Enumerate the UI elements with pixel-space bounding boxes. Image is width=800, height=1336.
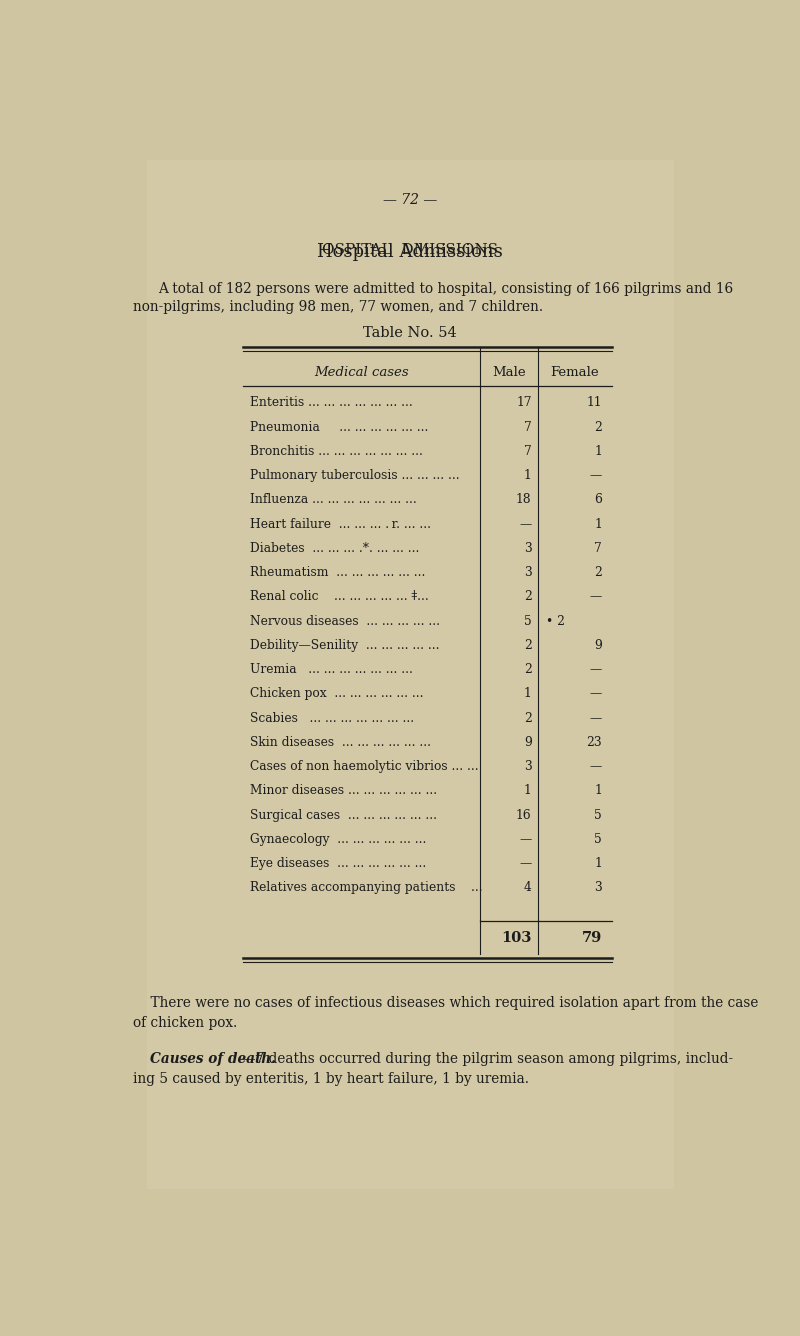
Text: 1: 1 [524, 469, 532, 482]
Text: —: — [590, 760, 602, 774]
Text: 1: 1 [524, 688, 532, 700]
Text: —: — [590, 663, 602, 676]
Text: Gynaecology  ... ... ... ... ... ...: Gynaecology ... ... ... ... ... ... [250, 832, 426, 846]
Text: 1: 1 [594, 784, 602, 798]
Text: 2: 2 [524, 663, 532, 676]
Text: 2: 2 [524, 712, 532, 724]
Text: Influenza ... ... ... ... ... ... ...: Influenza ... ... ... ... ... ... ... [250, 493, 416, 506]
Text: 7: 7 [524, 445, 532, 458]
Text: 7: 7 [594, 542, 602, 554]
Text: Chicken pox  ... ... ... ... ... ...: Chicken pox ... ... ... ... ... ... [250, 688, 423, 700]
Text: 2: 2 [594, 566, 602, 578]
Text: —: — [590, 591, 602, 604]
Text: 3: 3 [524, 566, 532, 578]
Text: Medical cases: Medical cases [314, 366, 409, 378]
Text: —: — [519, 832, 532, 846]
Text: Nervous diseases  ... ... ... ... ...: Nervous diseases ... ... ... ... ... [250, 615, 439, 628]
Text: of chicken pox.: of chicken pox. [133, 1017, 237, 1030]
Text: 1: 1 [594, 445, 602, 458]
Text: 5: 5 [524, 615, 532, 628]
Text: 1: 1 [524, 784, 532, 798]
Text: 16: 16 [516, 808, 532, 822]
Text: 9: 9 [524, 736, 532, 749]
Text: — 72 —: — 72 — [383, 192, 437, 207]
Text: 3: 3 [524, 760, 532, 774]
Text: Surgical cases  ... ... ... ... ... ...: Surgical cases ... ... ... ... ... ... [250, 808, 437, 822]
Text: Enteritis ... ... ... ... ... ... ...: Enteritis ... ... ... ... ... ... ... [250, 397, 412, 409]
Text: Minor diseases ... ... ... ... ... ...: Minor diseases ... ... ... ... ... ... [250, 784, 437, 798]
Text: 18: 18 [516, 493, 532, 506]
Text: Scabies   ... ... ... ... ... ... ...: Scabies ... ... ... ... ... ... ... [250, 712, 414, 724]
Text: Male: Male [492, 366, 526, 378]
Text: Renal colic    ... ... ... ... ... ǂ...: Renal colic ... ... ... ... ... ǂ... [250, 591, 428, 604]
Text: Bronchitis ... ... ... ... ... ... ...: Bronchitis ... ... ... ... ... ... ... [250, 445, 422, 458]
Text: 5: 5 [594, 832, 602, 846]
Text: 7: 7 [524, 421, 532, 434]
Text: 3: 3 [524, 542, 532, 554]
Text: OSPITAL  DMISSIONS: OSPITAL DMISSIONS [322, 243, 498, 258]
Text: 11: 11 [586, 397, 602, 409]
Text: Debility—Senility  ... ... ... ... ...: Debility—Senility ... ... ... ... ... [250, 639, 439, 652]
Text: 5: 5 [594, 808, 602, 822]
Bar [146, 160, 674, 1189]
Text: —: — [519, 517, 532, 530]
Text: Pneumonia     ... ... ... ... ... ...: Pneumonia ... ... ... ... ... ... [250, 421, 428, 434]
Text: Female: Female [550, 366, 599, 378]
Text: A total of 182 persons were admitted to hospital, consisting of 166 pilgrims and: A total of 182 persons were admitted to … [158, 282, 734, 297]
Text: 2: 2 [524, 591, 532, 604]
Text: —: — [590, 712, 602, 724]
Text: 2: 2 [524, 639, 532, 652]
Text: Heart failure  ... ... ... . r. ... ...: Heart failure ... ... ... . r. ... ... [250, 517, 430, 530]
Text: 4: 4 [524, 882, 532, 895]
Text: 23: 23 [586, 736, 602, 749]
Text: Uremia   ... ... ... ... ... ... ...: Uremia ... ... ... ... ... ... ... [250, 663, 413, 676]
Text: non-pilgrims, including 98 men, 77 women, and 7 children.: non-pilgrims, including 98 men, 77 women… [133, 301, 542, 314]
Text: Eye diseases  ... ... ... ... ... ...: Eye diseases ... ... ... ... ... ... [250, 858, 426, 870]
Text: 1: 1 [594, 858, 602, 870]
Text: 3: 3 [594, 882, 602, 895]
Text: • 2: • 2 [546, 615, 565, 628]
Text: 2: 2 [594, 421, 602, 434]
Text: —: — [590, 688, 602, 700]
Text: Hospital Admissions: Hospital Admissions [317, 243, 503, 262]
Text: 9: 9 [594, 639, 602, 652]
Text: 6: 6 [594, 493, 602, 506]
Text: Diabetes  ... ... ... .*. ... ... ...: Diabetes ... ... ... .*. ... ... ... [250, 542, 419, 554]
Text: Skin diseases  ... ... ... ... ... ...: Skin diseases ... ... ... ... ... ... [250, 736, 430, 749]
Text: Table No. 54: Table No. 54 [363, 326, 457, 339]
Text: 79: 79 [582, 931, 602, 946]
Text: Cases of non haemolytic vibrios ... ...: Cases of non haemolytic vibrios ... ... [250, 760, 478, 774]
Text: Pulmonary tuberculosis ... ... ... ...: Pulmonary tuberculosis ... ... ... ... [250, 469, 459, 482]
Text: 1: 1 [594, 517, 602, 530]
Text: 17: 17 [516, 397, 532, 409]
Text: Relatives accompanying patients    ...: Relatives accompanying patients ... [250, 882, 482, 895]
Text: 103: 103 [502, 931, 532, 946]
Text: There were no cases of infectious diseases which required isolation apart from t: There were no cases of infectious diseas… [133, 997, 758, 1010]
Text: —: — [519, 858, 532, 870]
Text: —: — [590, 469, 602, 482]
Text: Rheumatism  ... ... ... ... ... ...: Rheumatism ... ... ... ... ... ... [250, 566, 425, 578]
Text: Causes of death.: Causes of death. [150, 1051, 276, 1066]
Text: ing 5 caused by enteritis, 1 by heart failure, 1 by uremia.: ing 5 caused by enteritis, 1 by heart fa… [133, 1071, 529, 1086]
Text: —7 deaths occurred during the pilgrim season among pilgrims, includ-: —7 deaths occurred during the pilgrim se… [242, 1051, 733, 1066]
